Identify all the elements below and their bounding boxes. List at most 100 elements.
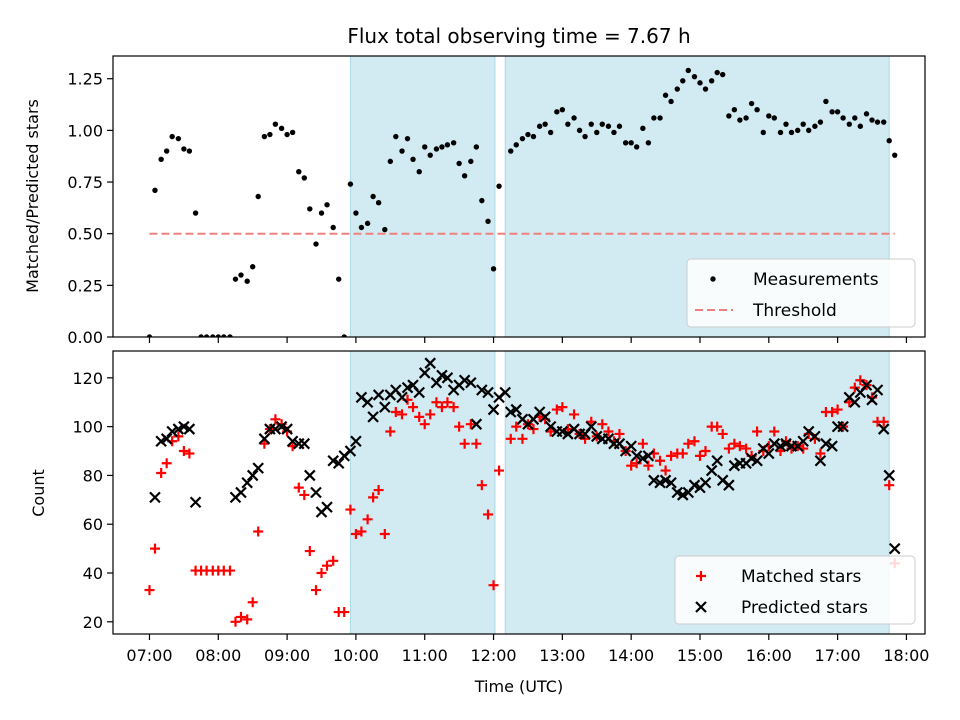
point-matched-stars-14: [224, 565, 235, 576]
point-predicted-stars-0: [149, 491, 161, 504]
legend-label-0-0: Measurements: [753, 270, 879, 290]
point-matched-stars-63: [511, 421, 522, 432]
point-measurements-111: [788, 129, 795, 136]
x-tick-label-3: 10:00: [333, 646, 379, 665]
point-measurements-78: [599, 121, 605, 127]
point-measurements-17: [244, 278, 250, 284]
point-matched-stars-62: [505, 433, 516, 444]
point-predicted-stars-45: [441, 372, 454, 384]
point-measurements-7: [186, 148, 193, 154]
point-measurements-100: [726, 113, 732, 119]
point-measurements-8: [192, 210, 199, 216]
point-measurements-31: [324, 202, 330, 208]
y-tick-label-0-2: 0.50: [67, 225, 103, 244]
point-measurements-69: [547, 129, 554, 136]
point-measurements-55: [461, 173, 468, 179]
point-predicted-stars-92: [711, 455, 723, 467]
point-measurements-81: [616, 123, 623, 129]
axes-frame-0: [112, 55, 926, 338]
panel-ratio: 0.00 0.25 0.50 0.75 1.00 1.25 Measurements Thre…: [67, 55, 926, 347]
point-measurements-75: [582, 133, 588, 140]
legend-symbol-0-0: [710, 276, 716, 282]
point-measurements-107: [766, 113, 772, 119]
point-matched-stars-119: [832, 404, 843, 415]
point-measurements-58: [479, 197, 485, 204]
point-measurements-125: [869, 117, 875, 123]
point-matched-stars-127: [878, 416, 889, 427]
point-predicted-stars-55: [499, 386, 512, 399]
point-measurements-80: [611, 129, 617, 136]
point-measurements-116: [817, 119, 824, 125]
point-matched-stars-118: [827, 406, 838, 417]
point-measurements-79: [605, 123, 612, 129]
point-matched-stars-78: [597, 419, 608, 430]
point-predicted-stars-80: [642, 450, 655, 462]
y-tick-label-0-5: 1.25: [67, 70, 103, 89]
point-measurements-1: [152, 187, 158, 194]
point-measurements-129: [892, 152, 898, 158]
point-matched-stars-52: [442, 397, 453, 408]
point-predicted-stars-120: [871, 384, 884, 396]
point-matched-stars-85: [637, 438, 648, 449]
point-measurements-43: [393, 133, 399, 140]
point-matched-stars-55: [459, 438, 470, 449]
point-measurements-59: [485, 218, 491, 224]
point-measurements-89: [662, 92, 669, 98]
point-predicted-stars-112: [826, 440, 838, 452]
point-measurements-46: [410, 156, 416, 163]
point-measurements-73: [571, 115, 577, 121]
point-measurements-123: [857, 123, 864, 129]
point-predicted-stars-122: [883, 469, 895, 482]
y-tick-label-0-0: 0.00: [67, 328, 103, 347]
point-measurements-19: [255, 193, 261, 200]
point-measurements-127: [881, 119, 887, 125]
x-axis-label: Time (UTC): [474, 677, 563, 696]
point-predicted-stars-22: [310, 486, 322, 499]
point-matched-stars-128: [884, 480, 895, 491]
y-axis-label-count: Count: [29, 469, 48, 517]
x-tick-label-10: 17:00: [815, 646, 861, 665]
point-matched-stars-39: [368, 492, 379, 503]
point-predicted-stars-34: [379, 401, 391, 413]
point-matched-stars-37: [356, 526, 367, 537]
point-measurements-99: [719, 71, 726, 78]
point-measurements-104: [748, 100, 755, 107]
point-measurements-122: [852, 115, 858, 121]
point-measurements-29: [313, 241, 319, 247]
point-matched-stars-70: [551, 404, 562, 415]
point-predicted-stars-49: [465, 376, 477, 389]
x-tick-label-7: 14:00: [608, 646, 654, 665]
point-measurements-120: [840, 115, 846, 121]
point-measurements-50: [433, 146, 440, 152]
point-matched-stars-17: [242, 614, 253, 625]
point-measurements-53: [450, 140, 457, 146]
point-measurements-51: [439, 144, 445, 150]
point-measurements-109: [777, 129, 784, 136]
point-measurements-64: [519, 135, 526, 142]
x-tick-label-11: 18:00: [883, 646, 929, 665]
point-measurements-27: [301, 175, 308, 181]
point-measurements-85: [640, 125, 646, 132]
x-tick-label-4: 11:00: [402, 646, 448, 665]
point-predicted-stars-110: [814, 455, 827, 467]
point-matched-stars-0: [144, 585, 155, 596]
point-measurements-32: [330, 224, 336, 231]
legend-label-1-0: Matched stars: [741, 567, 861, 587]
point-measurements-115: [812, 123, 818, 129]
point-predicted-stars-9: [235, 486, 247, 499]
point-measurements-12: [215, 334, 221, 337]
point-predicted-stars-26: [332, 457, 345, 470]
point-matched-stars-105: [752, 426, 763, 437]
point-predicted-stars-114: [837, 420, 849, 433]
point-predicted-stars-101: [763, 447, 775, 460]
point-matched-stars-59: [483, 509, 494, 520]
x-tick-label-0: 07:00: [126, 646, 172, 665]
point-measurements-126: [874, 119, 881, 125]
point-predicted-stars-90: [699, 476, 712, 489]
point-matched-stars-2: [156, 467, 167, 478]
point-matched-stars-48: [419, 419, 430, 430]
y-axis-label-ratio: Matched/Predicted stars: [23, 99, 42, 293]
point-measurements-33: [336, 276, 342, 282]
point-matched-stars-94: [689, 436, 700, 447]
point-measurements-66: [530, 133, 537, 140]
